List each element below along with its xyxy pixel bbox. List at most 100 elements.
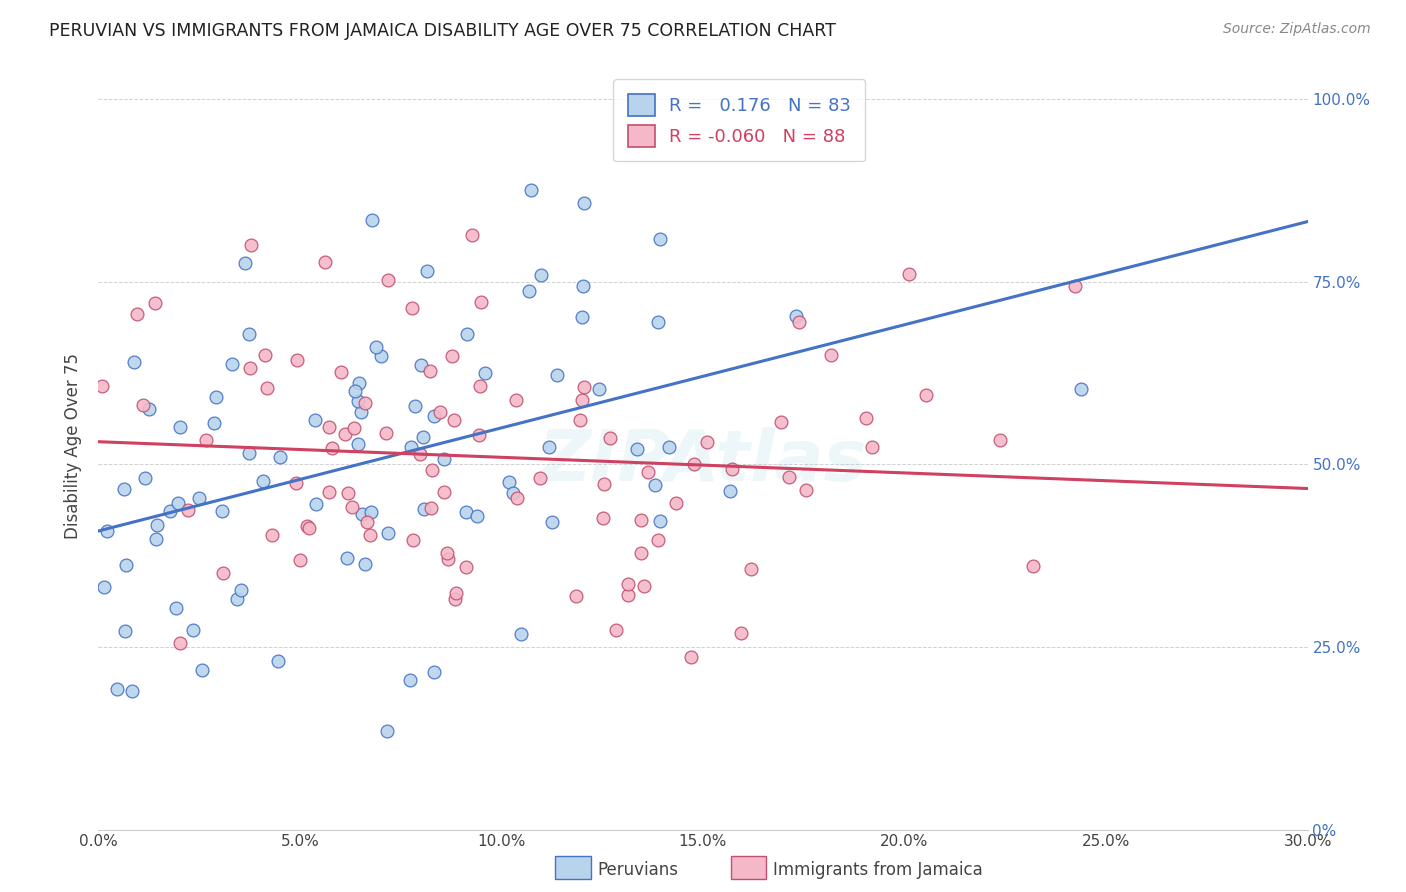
- Point: [529, 471, 551, 485]
- Point: [254, 348, 277, 362]
- Point: [416, 264, 439, 278]
- Point: [616, 577, 638, 591]
- Point: [177, 503, 200, 517]
- Point: [252, 474, 274, 488]
- Point: [169, 636, 191, 650]
- Point: [429, 404, 451, 418]
- Point: [517, 284, 540, 298]
- Point: [423, 665, 446, 679]
- Point: [145, 532, 167, 546]
- Point: [188, 491, 211, 506]
- Point: [194, 433, 217, 447]
- Point: [240, 237, 263, 252]
- Point: [509, 627, 531, 641]
- Point: [359, 527, 381, 541]
- Point: [565, 589, 588, 603]
- Point: [456, 505, 478, 519]
- Point: [467, 428, 489, 442]
- Point: [343, 421, 366, 435]
- Text: Immigrants from Jamaica: Immigrants from Jamaica: [773, 861, 983, 879]
- Point: [91, 379, 114, 393]
- Point: [571, 392, 593, 407]
- Point: [356, 516, 378, 530]
- Point: [256, 381, 278, 395]
- Point: [305, 497, 328, 511]
- Point: [318, 484, 340, 499]
- Point: [226, 591, 249, 606]
- Point: [520, 183, 543, 197]
- Point: [465, 508, 488, 523]
- Point: [408, 446, 430, 460]
- Point: [285, 353, 308, 368]
- Point: [470, 379, 492, 393]
- Point: [321, 442, 343, 456]
- Point: [211, 504, 233, 518]
- Point: [787, 315, 810, 329]
- Point: [599, 431, 621, 445]
- Point: [262, 528, 284, 542]
- Point: [330, 365, 353, 379]
- Point: [540, 516, 562, 530]
- Point: [778, 469, 800, 483]
- Point: [681, 649, 703, 664]
- Point: [159, 504, 181, 518]
- Point: [592, 477, 614, 491]
- Point: [572, 196, 595, 211]
- Point: [347, 437, 370, 451]
- Point: [349, 376, 371, 390]
- Point: [221, 357, 243, 371]
- Point: [412, 430, 434, 444]
- Point: [605, 623, 627, 637]
- Point: [569, 413, 592, 427]
- Point: [470, 294, 492, 309]
- Point: [344, 384, 367, 399]
- Point: [630, 513, 652, 527]
- Point: [370, 349, 392, 363]
- Point: [202, 416, 225, 430]
- Point: [333, 426, 356, 441]
- Point: [121, 684, 143, 698]
- Point: [233, 256, 256, 270]
- Point: [721, 462, 744, 476]
- Point: [617, 588, 640, 602]
- Point: [630, 546, 652, 560]
- Point: [353, 395, 375, 409]
- Point: [592, 511, 614, 525]
- Point: [298, 521, 321, 535]
- Point: [304, 413, 326, 427]
- Point: [96, 524, 118, 538]
- Text: Source: ZipAtlas.com: Source: ZipAtlas.com: [1223, 22, 1371, 37]
- Point: [785, 310, 807, 324]
- Point: [988, 434, 1011, 448]
- Point: [420, 463, 443, 477]
- Point: [360, 212, 382, 227]
- Point: [127, 307, 149, 321]
- Point: [644, 478, 666, 492]
- Point: [437, 551, 460, 566]
- Point: [350, 507, 373, 521]
- Point: [538, 440, 561, 454]
- Point: [285, 476, 308, 491]
- Point: [112, 483, 135, 497]
- Point: [412, 501, 434, 516]
- Point: [665, 496, 688, 510]
- Point: [436, 546, 458, 560]
- Point: [402, 533, 425, 547]
- Point: [169, 420, 191, 434]
- Point: [143, 295, 166, 310]
- Point: [404, 399, 426, 413]
- Point: [375, 723, 398, 738]
- Point: [122, 355, 145, 369]
- Point: [588, 382, 610, 396]
- Point: [131, 398, 153, 412]
- Legend: R =   0.176   N = 83, R = -0.060   N = 88: R = 0.176 N = 83, R = -0.060 N = 88: [613, 79, 866, 161]
- Point: [440, 349, 463, 363]
- Point: [650, 514, 672, 528]
- Point: [433, 451, 456, 466]
- Point: [337, 486, 360, 500]
- Point: [423, 409, 446, 423]
- Point: [740, 562, 762, 576]
- Point: [897, 267, 920, 281]
- Point: [374, 425, 396, 440]
- Point: [648, 231, 671, 245]
